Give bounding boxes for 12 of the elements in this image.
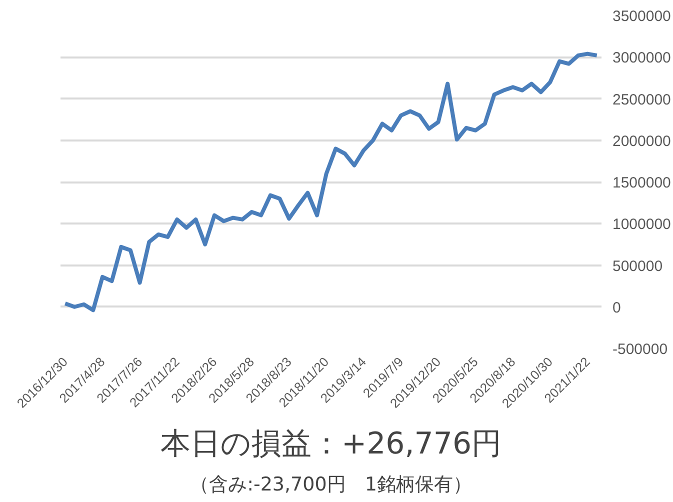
text: 本日の損益：+26,776円 [160,426,502,462]
y-tick-label: 2500000 [612,91,671,108]
y-tick-label: 1500000 [612,174,671,192]
y-tick-label: 3000000 [612,50,671,67]
y-tick-label: 0 [612,299,621,316]
line-series [63,52,599,312]
text: （含み:-23,700円 1銘柄保有） [190,474,472,496]
y-tick-label: 1000000 [612,216,671,234]
y-tick-label: 3500000 [612,8,671,25]
y-tick-label: 500000 [612,258,663,275]
y-tick-label: -500000 [612,341,668,358]
y-tick-label: 2000000 [612,132,671,150]
